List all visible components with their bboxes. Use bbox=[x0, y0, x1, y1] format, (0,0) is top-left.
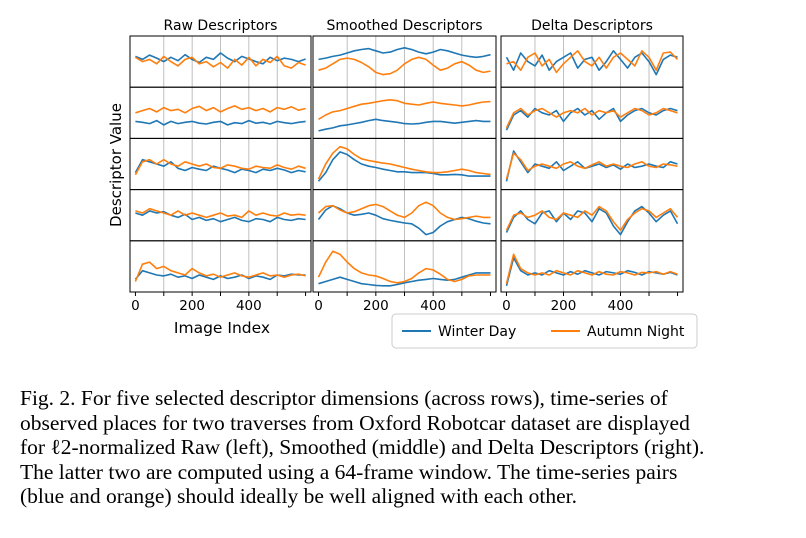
y-axis-label: Descriptor Value bbox=[107, 103, 125, 227]
series-autumn-night-line bbox=[135, 207, 306, 219]
x-tick-label: 400 bbox=[420, 298, 446, 314]
x-tick-label: 400 bbox=[236, 298, 262, 314]
x-tick-label: 0 bbox=[131, 298, 140, 314]
series-winter-day-line bbox=[135, 210, 306, 223]
series-winter-day-line bbox=[505, 49, 678, 76]
series-winter-day-line bbox=[505, 256, 678, 286]
panel-title: Raw Descriptors bbox=[164, 18, 278, 34]
series-winter-day-line bbox=[505, 107, 678, 131]
caption-line: (blue and orange) should ideally be well… bbox=[20, 484, 578, 508]
panel-grid: Raw Descriptors 0 200 400 Smoothed Descripto… bbox=[129, 18, 684, 314]
series-winter-day-line bbox=[135, 52, 306, 65]
caption-line: The latter two are computed using a 64-f… bbox=[20, 459, 678, 484]
series-autumn-night-line bbox=[317, 145, 491, 180]
series-autumn-night-line bbox=[134, 158, 306, 176]
series-autumn-night-line bbox=[134, 55, 306, 69]
series-winter-day-line bbox=[318, 118, 491, 132]
caption-line: observed places for two traverses from O… bbox=[20, 410, 690, 435]
series-winter-day-line bbox=[505, 150, 678, 182]
series-winter-day-line bbox=[505, 205, 679, 236]
series-winter-day-line bbox=[317, 151, 491, 182]
figure-caption: Fig. 2. For five selected descriptor dim… bbox=[20, 386, 790, 509]
x-axis-label: Image Index bbox=[174, 319, 270, 337]
series-autumn-night-line bbox=[317, 201, 491, 221]
series-autumn-night-line bbox=[505, 253, 678, 284]
series-winter-day-line bbox=[135, 119, 306, 126]
legend-winter-day-label: Winter Day bbox=[438, 324, 516, 340]
x-tick-label: 200 bbox=[363, 298, 389, 314]
series-autumn-night-line bbox=[505, 205, 679, 232]
x-tick-label: 0 bbox=[314, 298, 323, 314]
series-autumn-night-line bbox=[318, 56, 491, 76]
caption-line: Fig. 2. For five selected descriptor dim… bbox=[20, 386, 668, 410]
series-autumn-night-line bbox=[135, 105, 306, 114]
caption-line: for ℓ2-normalized Raw (left), Smoothed (… bbox=[20, 435, 705, 459]
series-autumn-night-line bbox=[318, 99, 491, 120]
series-autumn-night-line bbox=[505, 152, 678, 180]
descriptor-time-series-figure: Descriptor Value Image Index Raw Descrip… bbox=[107, 18, 698, 349]
series-autumn-night-line bbox=[134, 261, 306, 282]
legend: Winter Day Autumn Night bbox=[391, 313, 698, 349]
panel-title: Smoothed Descriptors bbox=[327, 18, 483, 34]
x-tick-label: 200 bbox=[179, 298, 205, 314]
series-autumn-night-line bbox=[317, 250, 491, 284]
x-tick-label: 400 bbox=[608, 298, 634, 314]
legend-autumn-night-label: Autumn Night bbox=[587, 324, 685, 340]
series-autumn-night-line bbox=[506, 49, 679, 74]
series-winter-day-line bbox=[318, 46, 491, 61]
series-autumn-night-line bbox=[505, 107, 678, 129]
series-winter-day-line bbox=[318, 272, 491, 287]
x-tick-label: 200 bbox=[551, 298, 577, 314]
panel-title: Delta Descriptors bbox=[531, 18, 653, 34]
x-tick-label: 0 bbox=[502, 298, 511, 314]
legend-box bbox=[391, 313, 698, 349]
